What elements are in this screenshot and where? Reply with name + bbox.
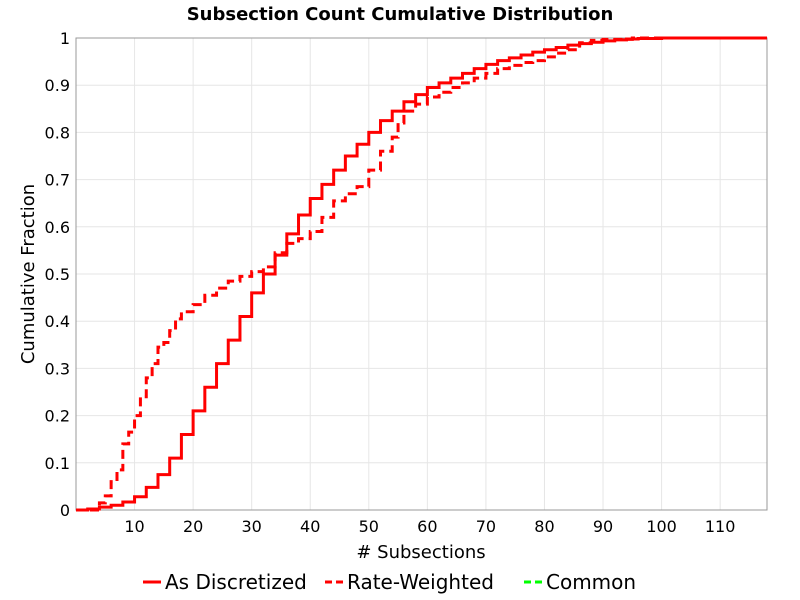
grid	[76, 37, 767, 511]
y-tick-label: 0.3	[45, 359, 70, 378]
legend-label: As Discretized	[165, 570, 307, 594]
x-tick-label: 10	[124, 517, 144, 536]
x-tick-label: 30	[241, 517, 261, 536]
legend: As Discretized Rate-Weighted Common	[143, 570, 636, 594]
y-axis: 0 0.1 0.2 0.3 0.4 0.5 0.6 0.7 0.8 0.9 1	[45, 29, 70, 520]
y-tick-label: 0.8	[45, 123, 70, 142]
y-tick-label: 0	[60, 501, 70, 520]
series-line-as-discretized	[76, 36, 767, 512]
x-tick-label: 100	[646, 517, 677, 536]
y-tick-label: 0.9	[45, 76, 70, 95]
y-tick-label: 0.1	[45, 454, 70, 473]
x-tick-label: 40	[300, 517, 320, 536]
x-tick-label: 90	[593, 517, 613, 536]
legend-label: Common	[546, 570, 636, 594]
y-axis-label: Cumulative Fraction	[18, 184, 39, 364]
y-tick-label: 0.2	[45, 407, 70, 426]
x-tick-label: 60	[417, 517, 437, 536]
x-tick-label: 70	[476, 517, 496, 536]
y-tick-label: 0.5	[45, 265, 70, 284]
x-axis: 10 20 30 40 50 60 70 80 90 100 110	[124, 517, 735, 536]
y-tick-label: 1	[60, 29, 70, 48]
y-tick-label: 0.6	[45, 218, 70, 237]
chart-title: Subsection Count Cumulative Distribution	[187, 4, 614, 25]
plot-area	[75, 37, 768, 511]
legend-label: Rate-Weighted	[347, 570, 494, 594]
y-tick-label: 0.7	[45, 171, 70, 190]
x-axis-label: # Subsections	[356, 542, 485, 563]
series-line-rate-weighted	[76, 36, 767, 512]
x-tick-label: 80	[534, 517, 554, 536]
series-group	[76, 36, 767, 512]
x-tick-label: 20	[183, 517, 203, 536]
x-tick-label: 110	[705, 517, 736, 536]
y-tick-label: 0.4	[45, 312, 70, 331]
x-tick-label: 50	[359, 517, 379, 536]
